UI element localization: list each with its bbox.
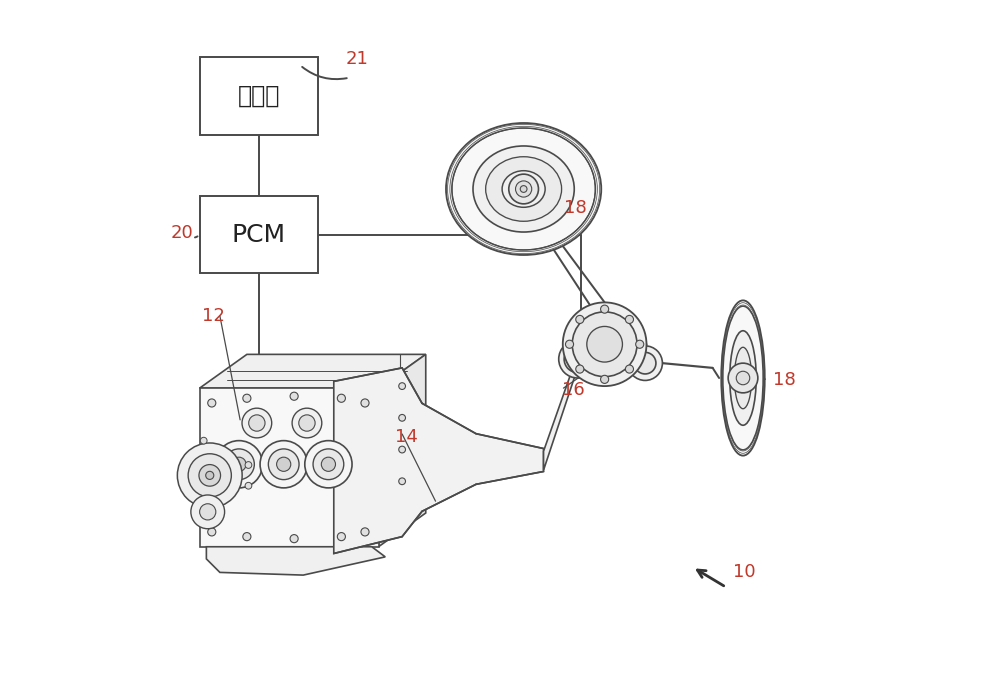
Polygon shape <box>206 547 385 575</box>
Circle shape <box>305 441 352 488</box>
Circle shape <box>243 533 251 541</box>
Circle shape <box>628 346 662 381</box>
Circle shape <box>321 457 336 471</box>
Circle shape <box>636 340 644 348</box>
Polygon shape <box>378 354 426 547</box>
Text: 传感器: 传感器 <box>237 84 280 108</box>
Circle shape <box>728 363 758 393</box>
Ellipse shape <box>446 123 601 255</box>
Circle shape <box>587 327 622 362</box>
Circle shape <box>245 483 252 489</box>
Circle shape <box>277 457 291 471</box>
Polygon shape <box>200 388 378 547</box>
Text: 18: 18 <box>773 371 796 389</box>
Circle shape <box>208 528 216 536</box>
Circle shape <box>736 371 750 385</box>
Circle shape <box>200 437 207 444</box>
Text: 16: 16 <box>562 381 585 399</box>
Circle shape <box>200 507 207 514</box>
Circle shape <box>188 454 231 497</box>
Circle shape <box>601 375 609 383</box>
Ellipse shape <box>473 146 574 232</box>
Circle shape <box>245 462 252 468</box>
Circle shape <box>268 449 299 480</box>
Circle shape <box>634 352 656 374</box>
Circle shape <box>337 394 345 402</box>
Circle shape <box>361 399 369 407</box>
Ellipse shape <box>723 306 763 450</box>
Circle shape <box>572 312 637 377</box>
Text: 12: 12 <box>202 306 225 325</box>
Circle shape <box>399 446 406 453</box>
Circle shape <box>242 408 272 438</box>
Circle shape <box>516 181 532 197</box>
Circle shape <box>576 315 584 323</box>
Circle shape <box>290 392 298 400</box>
Circle shape <box>243 394 251 402</box>
Text: 18: 18 <box>564 198 587 217</box>
Circle shape <box>337 533 345 541</box>
Ellipse shape <box>502 171 545 207</box>
Circle shape <box>299 415 315 431</box>
Circle shape <box>564 346 591 373</box>
Circle shape <box>313 449 344 480</box>
Ellipse shape <box>452 128 595 250</box>
Circle shape <box>361 528 369 536</box>
Circle shape <box>206 471 214 479</box>
Circle shape <box>215 441 263 488</box>
Circle shape <box>399 383 406 389</box>
Circle shape <box>224 449 254 480</box>
Ellipse shape <box>721 300 765 456</box>
Ellipse shape <box>486 157 562 221</box>
Circle shape <box>292 408 322 438</box>
Circle shape <box>177 443 242 508</box>
Circle shape <box>625 365 633 373</box>
Ellipse shape <box>739 364 747 392</box>
Circle shape <box>601 305 609 313</box>
Polygon shape <box>200 354 426 388</box>
Circle shape <box>208 399 216 407</box>
Circle shape <box>200 504 216 520</box>
Ellipse shape <box>734 348 752 408</box>
Text: PCM: PCM <box>232 223 286 246</box>
Circle shape <box>520 186 527 192</box>
Circle shape <box>563 302 646 386</box>
Polygon shape <box>544 354 578 470</box>
Text: 21: 21 <box>346 50 369 68</box>
Circle shape <box>232 457 246 471</box>
Circle shape <box>576 365 584 373</box>
Bar <box>200 57 318 135</box>
Text: 20: 20 <box>171 223 193 242</box>
Bar <box>200 196 318 273</box>
Text: 14: 14 <box>395 428 418 446</box>
Circle shape <box>260 441 307 488</box>
Circle shape <box>565 340 574 348</box>
Circle shape <box>249 415 265 431</box>
Circle shape <box>290 535 298 543</box>
Circle shape <box>191 495 225 529</box>
Circle shape <box>509 174 538 204</box>
Circle shape <box>625 315 633 323</box>
Text: 10: 10 <box>733 563 756 581</box>
Circle shape <box>399 414 406 421</box>
Circle shape <box>199 464 221 486</box>
Ellipse shape <box>730 331 756 425</box>
Polygon shape <box>334 368 544 554</box>
Circle shape <box>399 478 406 485</box>
Polygon shape <box>520 182 581 225</box>
Circle shape <box>559 340 597 378</box>
